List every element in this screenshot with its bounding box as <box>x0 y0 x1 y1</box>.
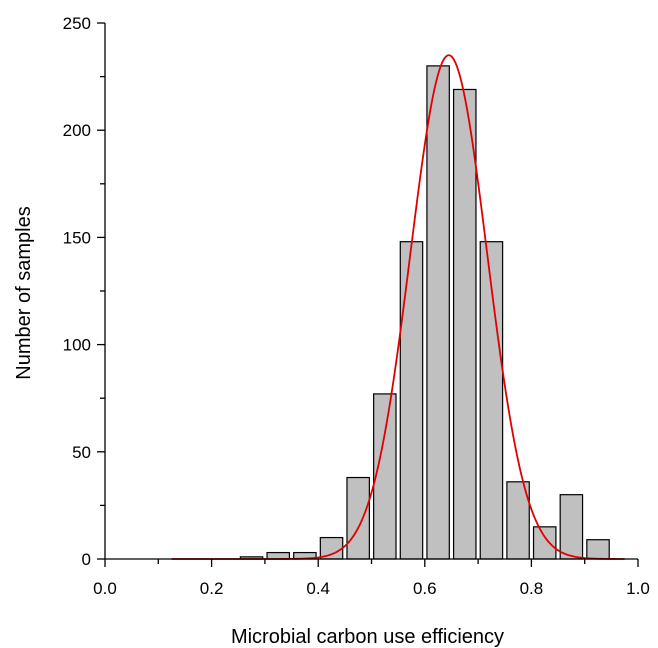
y-tick-label: 100 <box>63 336 91 355</box>
x-tick-label: 0.0 <box>93 579 117 598</box>
x-tick-label: 1.0 <box>626 579 650 598</box>
x-axis-title: Microbial carbon use efficiency <box>231 626 504 648</box>
histogram-bar <box>399 241 424 560</box>
axes-group: 0.0 0.2 0.4 0.6 0.8 1.0 0 50 100 150 200 250 <box>63 14 650 598</box>
y-tick-label: 150 <box>63 228 91 247</box>
x-tick-label: 0.8 <box>520 579 544 598</box>
gaussian-fit-curve <box>171 54 625 560</box>
histogram-bar <box>373 393 397 560</box>
y-tick-label: 0 <box>82 550 91 569</box>
y-axis-title: Number of samples <box>13 206 35 379</box>
histogram-bar <box>426 65 450 560</box>
y-tick-label: 50 <box>72 443 91 462</box>
histogram-bar <box>559 494 584 560</box>
histogram-bar <box>532 526 557 560</box>
x-tick-label: 0.2 <box>200 579 224 598</box>
histogram-bar <box>586 539 610 560</box>
histogram-bar <box>346 476 370 560</box>
x-tick-label: 0.4 <box>306 579 330 598</box>
histogram-bar <box>452 88 477 560</box>
x-tick-label: 0.6 <box>413 579 437 598</box>
y-tick-label: 200 <box>63 121 91 140</box>
y-tick-label: 250 <box>63 14 91 33</box>
